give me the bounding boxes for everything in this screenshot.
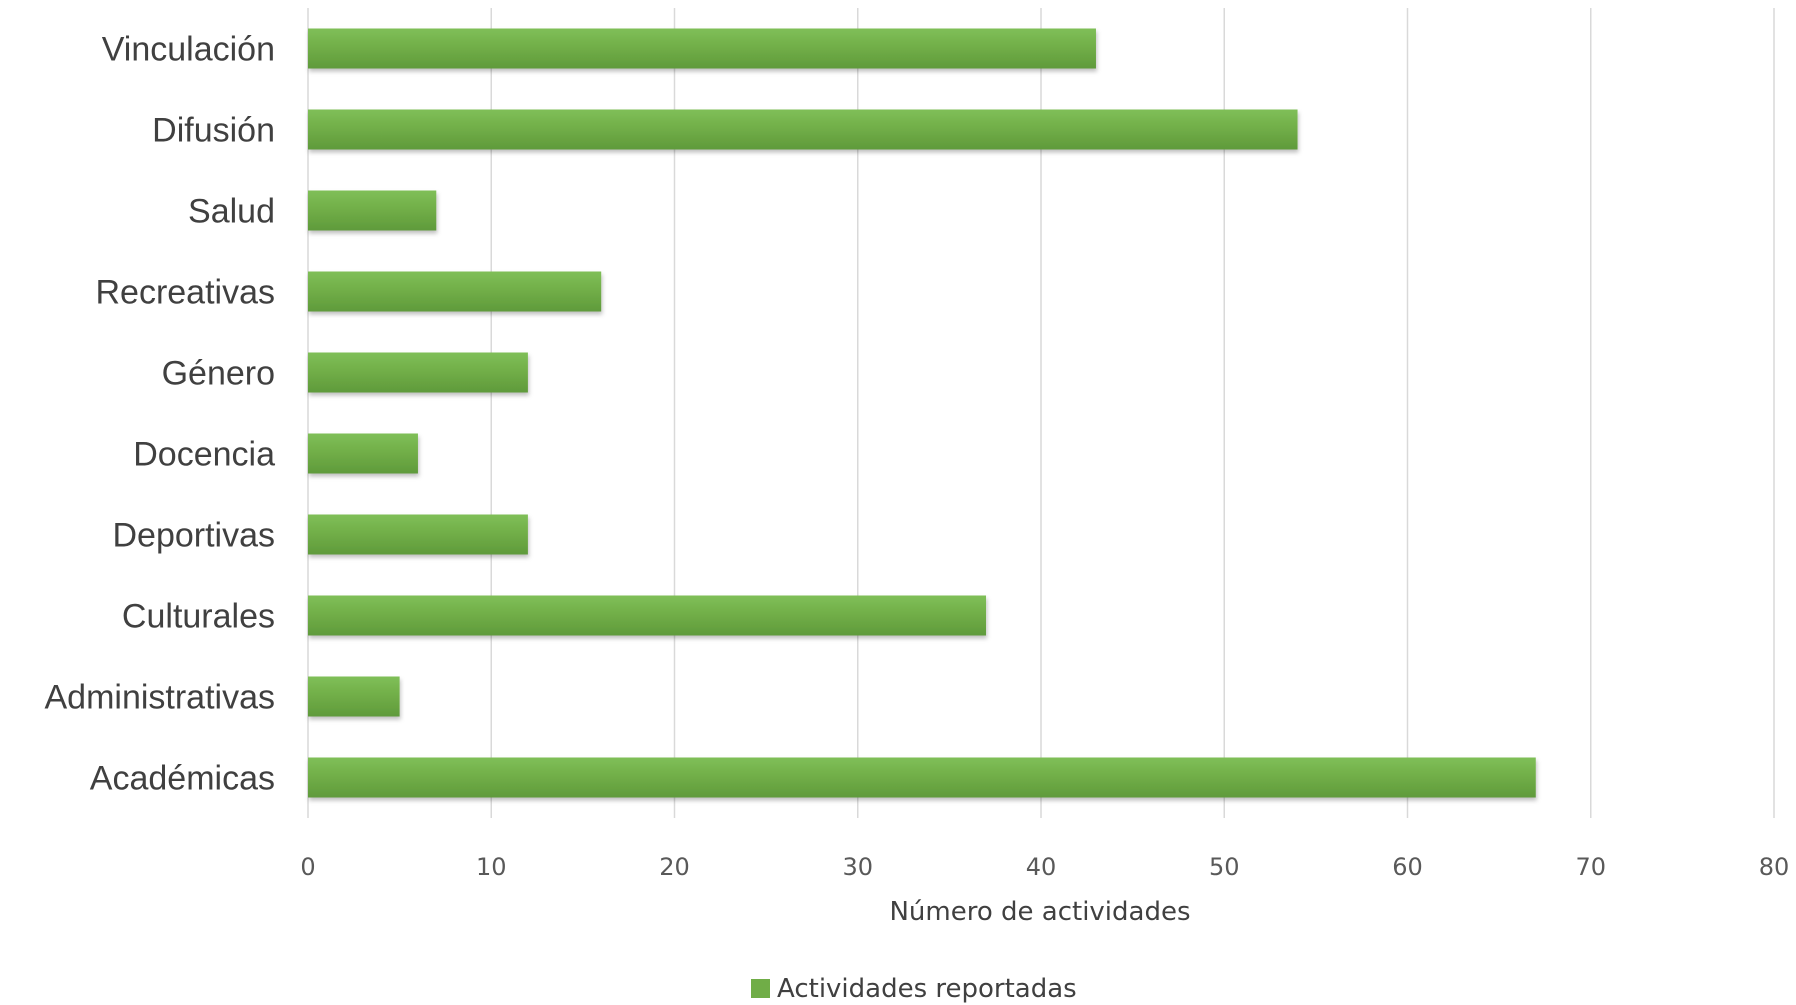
bar-deportivas	[308, 514, 528, 555]
category-label-docencia: Docencia	[133, 436, 275, 474]
x-tick-labels: 0 10 20 30 40 50 60 70 80	[300, 853, 1789, 881]
bar-culturales	[308, 595, 987, 636]
bar-docencia	[308, 433, 418, 474]
category-label-administrativas: Administrativas	[44, 679, 275, 717]
x-tick-label-80: 80	[1759, 853, 1790, 881]
category-label-recreativas: Recreativas	[95, 274, 275, 312]
category-label-academicas: Académicas	[90, 760, 275, 798]
category-label-deportivas: Deportivas	[112, 517, 275, 555]
bar-academicas	[308, 757, 1536, 798]
category-label-culturales: Culturales	[122, 598, 275, 636]
bar-difusion	[308, 109, 1298, 150]
x-tick-label-70: 70	[1575, 853, 1606, 881]
x-tick-label-10: 10	[476, 853, 507, 881]
legend: Actividades reportadas	[751, 974, 1077, 1004]
bars	[308, 28, 1536, 798]
x-tick-label-60: 60	[1392, 853, 1423, 881]
x-tick-label-0: 0	[300, 853, 315, 881]
bar-vinculacion	[308, 28, 1096, 69]
category-label-salud: Salud	[188, 193, 275, 231]
bar-salud	[308, 190, 437, 231]
x-tick-label-40: 40	[1026, 853, 1057, 881]
category-label-difusion: Difusión	[152, 112, 275, 150]
bar-genero	[308, 352, 528, 393]
legend-swatch	[751, 979, 770, 998]
bar-administrativas	[308, 676, 400, 717]
category-labels: Vinculación Difusión Salud Recreativas Géner…	[44, 31, 275, 798]
x-tick-label-50: 50	[1209, 853, 1240, 881]
x-tick-label-30: 30	[842, 853, 873, 881]
legend-label: Actividades reportadas	[777, 974, 1077, 1004]
category-label-genero: Género	[162, 355, 275, 393]
bar-recreativas	[308, 271, 602, 312]
x-axis-title: Número de actividades	[889, 897, 1190, 927]
category-label-vinculacion: Vinculación	[102, 31, 275, 69]
x-tick-label-20: 20	[659, 853, 690, 881]
